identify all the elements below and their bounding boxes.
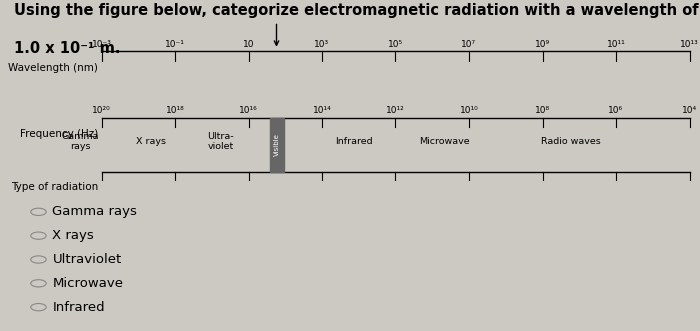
Text: 10⁴: 10⁴ (682, 106, 697, 115)
Text: Visible: Visible (274, 133, 279, 156)
Text: Wavelength (nm): Wavelength (nm) (8, 63, 98, 73)
Text: Ultraviolet: Ultraviolet (52, 253, 122, 266)
Text: 10²⁰: 10²⁰ (92, 106, 111, 115)
Text: 10⁹: 10⁹ (535, 40, 550, 49)
Text: 10⁷: 10⁷ (461, 40, 477, 49)
Text: Gamma
rays: Gamma rays (62, 132, 99, 151)
Bar (270, 118, 284, 172)
Text: 10¹⁸: 10¹⁸ (166, 106, 184, 115)
Text: Using the figure below, categorize electromagnetic radiation with a wavelength o: Using the figure below, categorize elect… (14, 3, 699, 18)
Text: 10⁻³: 10⁻³ (92, 40, 111, 49)
Text: Microwave: Microwave (419, 137, 470, 146)
Text: 10¹¹: 10¹¹ (607, 40, 625, 49)
Text: Frequency (Hz): Frequency (Hz) (20, 129, 98, 139)
Text: 10¹⁰: 10¹⁰ (460, 106, 478, 115)
Text: 10: 10 (243, 40, 254, 49)
Text: 10¹⁴: 10¹⁴ (313, 106, 331, 115)
Text: 10¹³: 10¹³ (680, 40, 699, 49)
Text: Microwave: Microwave (52, 277, 123, 290)
Text: Ultra-
violet: Ultra- violet (207, 132, 234, 151)
Text: Infrared: Infrared (52, 301, 105, 314)
Text: Gamma rays: Gamma rays (52, 205, 137, 218)
Text: X rays: X rays (52, 229, 94, 242)
Text: 10⁻¹: 10⁻¹ (165, 40, 185, 49)
Text: 10⁶: 10⁶ (608, 106, 624, 115)
Text: 10⁵: 10⁵ (388, 40, 403, 49)
Text: Type of radiation: Type of radiation (10, 182, 98, 192)
Text: 1.0 x 10⁻¹ m.: 1.0 x 10⁻¹ m. (14, 41, 120, 56)
Text: X rays: X rays (136, 137, 165, 146)
Text: 10³: 10³ (314, 40, 330, 49)
Text: Infrared: Infrared (335, 137, 372, 146)
Text: 10⁸: 10⁸ (535, 106, 550, 115)
Text: 10¹²: 10¹² (386, 106, 405, 115)
Text: 10¹⁶: 10¹⁶ (239, 106, 258, 115)
Text: Radio waves: Radio waves (540, 137, 601, 146)
